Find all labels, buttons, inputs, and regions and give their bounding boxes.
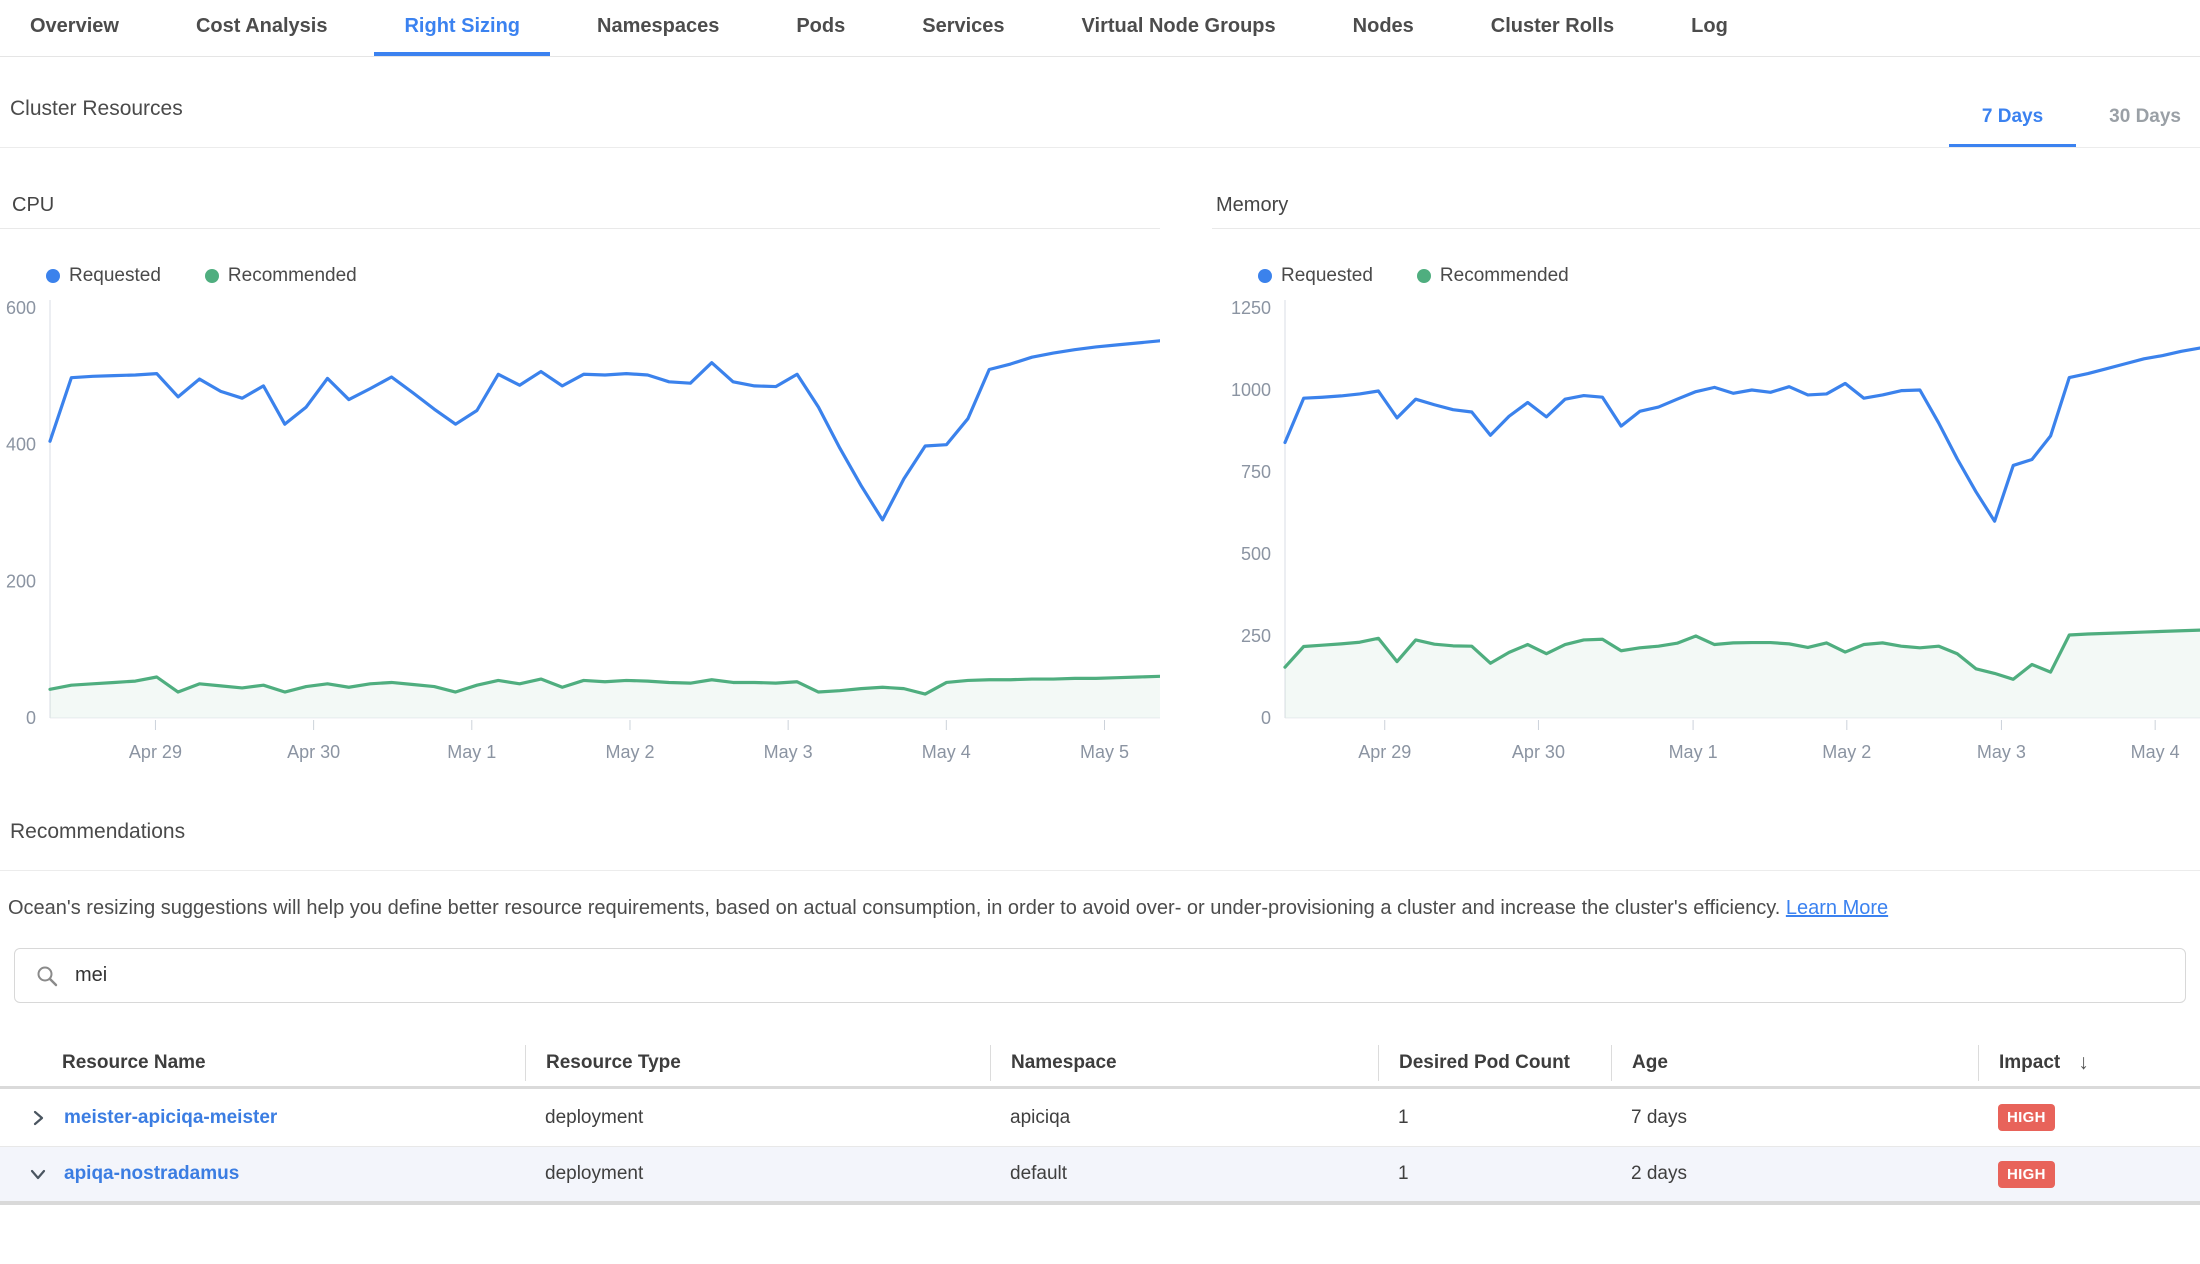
cluster-resources-title: Cluster Resources <box>0 57 2200 147</box>
svg-text:500: 500 <box>1241 544 1271 564</box>
svg-text:May 1: May 1 <box>447 742 496 762</box>
cpu-chart-title: CPU <box>0 194 1160 229</box>
table-header: Resource Name Resource Type Namespace De… <box>0 1039 2200 1089</box>
svg-text:1000: 1000 <box>1231 380 1271 400</box>
table-row[interactable]: apiqa-nostradamus deployment default 1 2… <box>0 1147 2200 1205</box>
expand-chevron-icon[interactable] <box>28 1108 48 1128</box>
tab-nodes[interactable]: Nodes <box>1323 0 1444 56</box>
tab-overview[interactable]: Overview <box>0 0 149 56</box>
resource-search <box>14 948 2186 1003</box>
svg-text:May 3: May 3 <box>764 742 813 762</box>
column-header-namespace[interactable]: Namespace <box>990 1045 1378 1081</box>
recommendations-description: Ocean's resizing suggestions will help y… <box>8 897 2200 920</box>
namespace-cell: apiciqa <box>990 1107 1378 1129</box>
tab-virtual-node-groups[interactable]: Virtual Node Groups <box>1052 0 1306 56</box>
legend-label: Recommended <box>1440 265 1569 287</box>
impact-badge: HIGH <box>1998 1104 2055 1131</box>
svg-text:May 1: May 1 <box>1669 742 1718 762</box>
desired-pod-count-cell: 1 <box>1378 1107 1611 1129</box>
requested-dot-icon <box>46 269 60 283</box>
tab-cost-analysis[interactable]: Cost Analysis <box>166 0 358 56</box>
svg-text:200: 200 <box>6 571 36 591</box>
svg-text:May 5: May 5 <box>1080 742 1129 762</box>
time-range-toggle: 7 Days 30 Days <box>1949 106 2200 147</box>
svg-text:400: 400 <box>6 435 36 455</box>
column-header-desired-pod-count[interactable]: Desired Pod Count <box>1378 1045 1611 1081</box>
cpu-chart-legend: Requested Recommended <box>46 265 1160 287</box>
column-header-impact[interactable]: Impact ↓ <box>1978 1045 2200 1081</box>
column-header-resource-name[interactable]: Resource Name <box>0 1045 525 1081</box>
legend-label: Recommended <box>228 265 357 287</box>
age-cell: 2 days <box>1611 1163 1978 1185</box>
resource-name-link[interactable]: apiqa-nostradamus <box>64 1163 239 1185</box>
resource-name-link[interactable]: meister-apiciqa-meister <box>64 1107 277 1129</box>
column-header-resource-type[interactable]: Resource Type <box>525 1045 990 1081</box>
memory-chart: 0 250 500 750 1000 1250 Apr 29 Apr 30 May 1 May 2… <box>1212 295 2200 770</box>
range-tab-30-days[interactable]: 30 Days <box>2076 106 2200 147</box>
recommendations-title: Recommendations <box>0 820 2200 870</box>
table-row[interactable]: meister-apiciqa-meister deployment apici… <box>0 1089 2200 1147</box>
resource-name-cell: meister-apiciqa-meister <box>0 1107 525 1129</box>
tab-log[interactable]: Log <box>1661 0 1758 56</box>
tab-cluster-rolls[interactable]: Cluster Rolls <box>1461 0 1644 56</box>
svg-text:May 4: May 4 <box>2131 742 2180 762</box>
desired-pod-count-cell: 1 <box>1378 1163 1611 1185</box>
search-icon <box>35 964 59 988</box>
svg-text:Apr 30: Apr 30 <box>1512 742 1565 762</box>
svg-text:Apr 29: Apr 29 <box>1358 742 1411 762</box>
memory-chart-panel: Memory Requested Recommended 0 250 500 750 1… <box>1212 194 2200 770</box>
column-header-age[interactable]: Age <box>1611 1045 1978 1081</box>
svg-text:May 2: May 2 <box>1822 742 1871 762</box>
svg-text:750: 750 <box>1241 462 1271 482</box>
tab-services[interactable]: Services <box>892 0 1034 56</box>
collapse-chevron-icon[interactable] <box>28 1164 48 1184</box>
recommendations-table: Resource Name Resource Type Namespace De… <box>0 1039 2200 1205</box>
resource-name-cell: apiqa-nostradamus <box>0 1163 525 1185</box>
svg-text:Apr 30: Apr 30 <box>287 742 340 762</box>
tab-right-sizing[interactable]: Right Sizing <box>374 0 550 56</box>
learn-more-link[interactable]: Learn More <box>1786 897 1888 919</box>
main-tab-bar: Overview Cost Analysis Right Sizing Name… <box>0 0 2200 57</box>
memory-chart-title: Memory <box>1212 194 2200 229</box>
svg-text:1250: 1250 <box>1231 298 1271 318</box>
impact-badge: HIGH <box>1998 1161 2055 1188</box>
legend-item-requested: Requested <box>46 265 161 287</box>
tab-pods[interactable]: Pods <box>766 0 875 56</box>
cpu-chart-panel: CPU Requested Recommended 0 200 400 600 Apr … <box>0 194 1160 770</box>
sort-desc-icon: ↓ <box>2078 1051 2089 1075</box>
recommended-dot-icon <box>205 269 219 283</box>
memory-chart-legend: Requested Recommended <box>1258 265 2200 287</box>
svg-text:0: 0 <box>26 708 36 728</box>
legend-label: Requested <box>69 265 161 287</box>
svg-text:May 3: May 3 <box>1977 742 2026 762</box>
legend-item-requested: Requested <box>1258 265 1373 287</box>
description-text: Ocean's resizing suggestions will help y… <box>8 897 1780 919</box>
range-tab-7-days[interactable]: 7 Days <box>1949 106 2076 147</box>
search-input[interactable] <box>59 964 2185 987</box>
resource-type-cell: deployment <box>525 1107 990 1129</box>
svg-text:0: 0 <box>1261 708 1271 728</box>
svg-text:250: 250 <box>1241 626 1271 646</box>
requested-dot-icon <box>1258 269 1272 283</box>
legend-item-recommended: Recommended <box>1417 265 1569 287</box>
svg-text:600: 600 <box>6 298 36 318</box>
age-cell: 7 days <box>1611 1107 1978 1129</box>
namespace-cell: default <box>990 1163 1378 1185</box>
charts-row: CPU Requested Recommended 0 200 400 600 Apr … <box>0 148 2200 770</box>
cluster-resources-header: Cluster Resources 7 Days 30 Days <box>0 57 2200 148</box>
legend-label: Requested <box>1281 265 1373 287</box>
recommended-dot-icon <box>1417 269 1431 283</box>
tab-namespaces[interactable]: Namespaces <box>567 0 749 56</box>
impact-header-label: Impact <box>1999 1052 2060 1074</box>
cpu-chart: 0 200 400 600 Apr 29 Apr 30 May 1 May 2 May 3 May… <box>0 295 1160 770</box>
svg-text:May 2: May 2 <box>605 742 654 762</box>
legend-item-recommended: Recommended <box>205 265 357 287</box>
resource-type-cell: deployment <box>525 1163 990 1185</box>
recommendations-header: Recommendations <box>0 820 2200 871</box>
svg-text:Apr 29: Apr 29 <box>129 742 182 762</box>
svg-text:May 4: May 4 <box>922 742 971 762</box>
